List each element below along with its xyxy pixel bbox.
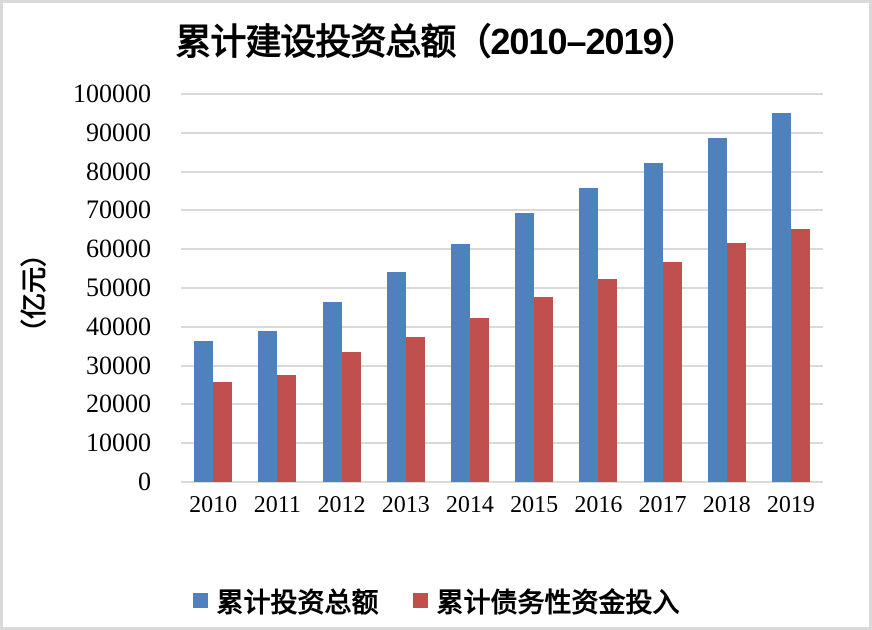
bar-2018-series1 bbox=[707, 138, 727, 482]
x-tick-label-2019: 2019 bbox=[766, 492, 815, 518]
bar-2016-series1 bbox=[579, 187, 599, 482]
legend-swatch-icon bbox=[192, 593, 208, 608]
bar-2015-series2 bbox=[534, 297, 554, 482]
bar-group-2013 bbox=[374, 94, 438, 482]
bar-group-2017 bbox=[630, 94, 694, 482]
plot-area bbox=[181, 93, 823, 483]
x-tick-label-2015: 2015 bbox=[510, 492, 559, 518]
y-tick-label-10000: 10000 bbox=[86, 428, 151, 458]
legend-swatch-icon bbox=[412, 593, 428, 608]
x-tick-label-2012: 2012 bbox=[317, 492, 366, 518]
chart-title: 累计建设投资总额（2010–2019） bbox=[175, 21, 697, 62]
bar-2018-series2 bbox=[726, 242, 746, 482]
gridline-40000 bbox=[181, 325, 823, 328]
y-tick-label-60000: 60000 bbox=[86, 234, 151, 264]
y-tick-label-20000: 20000 bbox=[86, 389, 151, 419]
y-tick-label-50000: 50000 bbox=[86, 273, 151, 302]
bar-groups bbox=[181, 94, 823, 482]
bar-group-2018 bbox=[695, 94, 759, 482]
bar-group-2016 bbox=[566, 94, 630, 482]
x-tick-label-2011: 2011 bbox=[253, 492, 301, 518]
bar-group-2011 bbox=[245, 94, 309, 482]
legend-label: 累计投资总额 bbox=[216, 588, 379, 618]
gridline-20000 bbox=[181, 403, 823, 406]
y-tick-label-70000: 70000 bbox=[86, 195, 151, 225]
bar-group-2012 bbox=[309, 94, 373, 482]
x-axis-tick-labels: 2010 2011 2012 2013 2014 2015 2016 2017 2018 2019 bbox=[181, 492, 823, 519]
gridline-10000 bbox=[181, 442, 823, 445]
legend-item-series2: 累计债务性资金投入 bbox=[412, 581, 680, 620]
x-tick-label-2013: 2013 bbox=[381, 492, 430, 518]
bar-group-2019 bbox=[759, 94, 823, 482]
gridline-60000 bbox=[181, 248, 823, 251]
y-tick-label-30000: 30000 bbox=[86, 350, 151, 380]
bar-group-2014 bbox=[438, 94, 502, 482]
bar-2014-series2 bbox=[469, 317, 489, 482]
bar-2010-series1 bbox=[194, 340, 214, 482]
bar-2011-series2 bbox=[277, 374, 297, 482]
y-tick-label-100000: 100000 bbox=[73, 79, 151, 108]
bar-2013-series2 bbox=[405, 337, 425, 482]
legend: 累计投资总额 累计债务性资金投入 bbox=[3, 581, 869, 620]
y-tick-label-80000: 80000 bbox=[86, 156, 151, 186]
bar-2011-series1 bbox=[258, 330, 278, 482]
gridline-50000 bbox=[181, 287, 823, 289]
x-tick-label-2017: 2017 bbox=[638, 492, 687, 518]
bar-2015-series1 bbox=[515, 213, 535, 482]
x-tick-label-2016: 2016 bbox=[574, 492, 623, 518]
bar-2012-series1 bbox=[322, 302, 342, 482]
y-tick-label-40000: 40000 bbox=[86, 311, 151, 341]
gridline-90000 bbox=[181, 131, 823, 134]
bar-2013-series1 bbox=[386, 271, 406, 482]
bar-2019-series2 bbox=[790, 228, 810, 482]
gridline-30000 bbox=[181, 364, 823, 367]
bar-2014-series1 bbox=[450, 243, 470, 482]
gridline-70000 bbox=[181, 209, 823, 212]
gridline-0 bbox=[181, 481, 823, 483]
bar-group-2010 bbox=[181, 94, 245, 482]
bar-2016-series2 bbox=[598, 279, 618, 482]
x-tick-label-2018: 2018 bbox=[702, 492, 751, 518]
bar-2019-series1 bbox=[771, 113, 791, 482]
bar-2017-series2 bbox=[662, 262, 682, 482]
gridline-100000 bbox=[181, 93, 823, 95]
x-tick-label-2014: 2014 bbox=[445, 492, 494, 518]
y-axis-tick-labels: 0 10000 20000 30000 40000 50000 60000 70000 8000… bbox=[3, 79, 151, 496]
gridline-80000 bbox=[181, 170, 823, 173]
bar-2012-series2 bbox=[341, 351, 361, 482]
legend-label: 累计债务性资金投入 bbox=[436, 588, 680, 618]
legend-item-series1: 累计投资总额 bbox=[192, 581, 379, 620]
y-tick-label-0: 0 bbox=[138, 467, 151, 496]
bar-2017-series1 bbox=[643, 163, 663, 482]
bar-group-2015 bbox=[502, 94, 566, 482]
y-tick-label-90000: 90000 bbox=[86, 117, 151, 147]
x-tick-label-2010: 2010 bbox=[189, 492, 238, 518]
bar-2010-series2 bbox=[213, 381, 233, 482]
